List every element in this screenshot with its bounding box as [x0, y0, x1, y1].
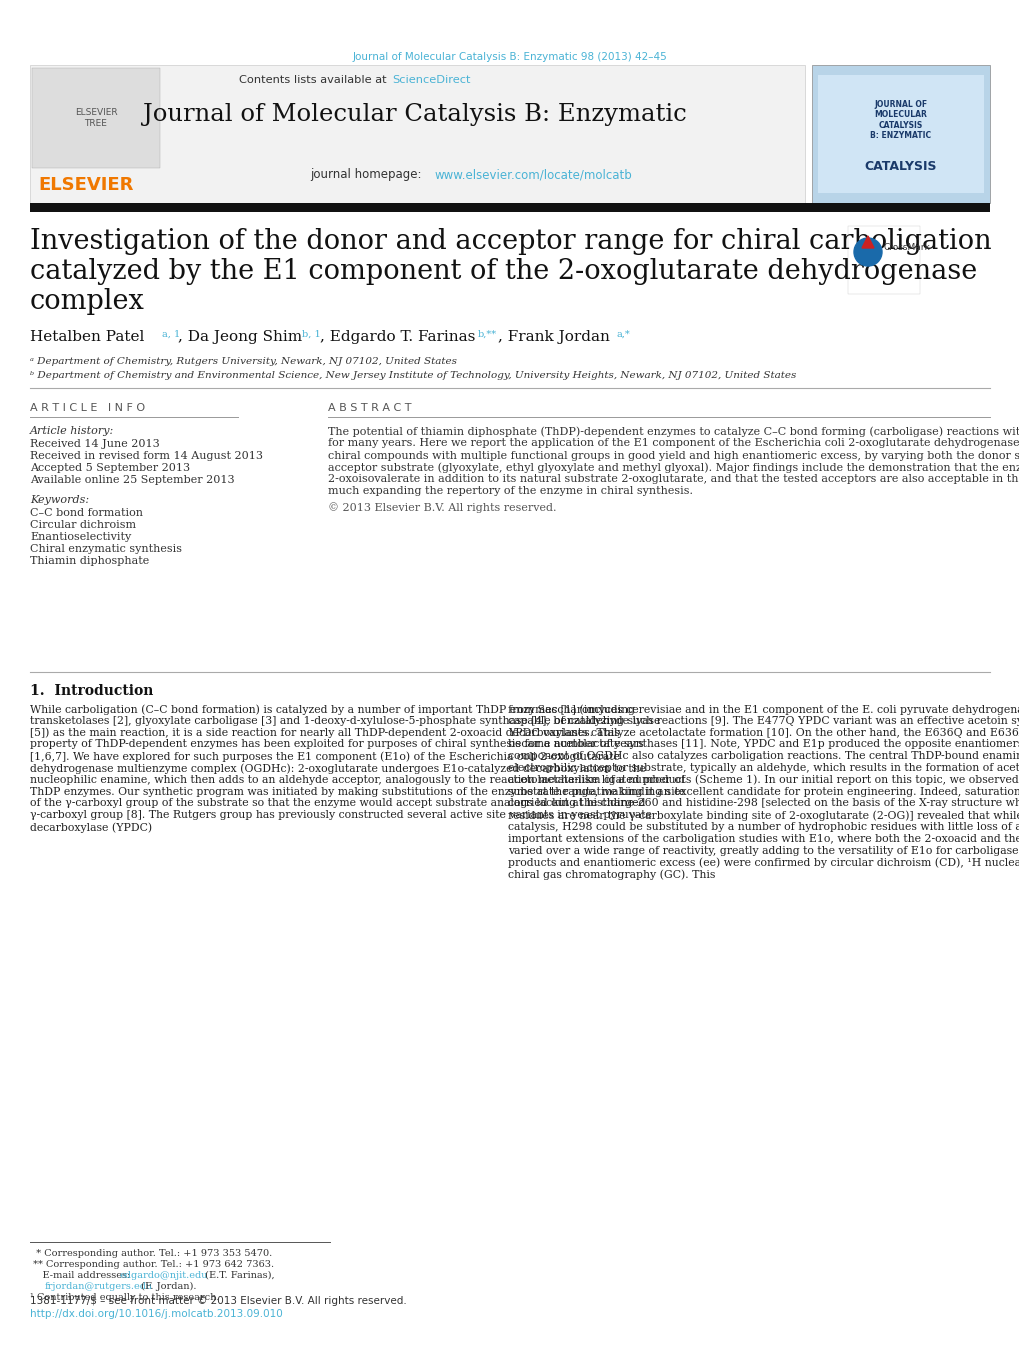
Text: Journal of Molecular Catalysis B: Enzymatic 98 (2013) 42–45: Journal of Molecular Catalysis B: Enzyma…	[353, 51, 666, 62]
Text: While carboligation (C–C bond formation) is catalyzed by a number of important T: While carboligation (C–C bond formation)…	[30, 704, 635, 715]
Text: frjordan@rutgers.edu: frjordan@rutgers.edu	[45, 1282, 153, 1292]
Text: , Edgardo T. Farinas: , Edgardo T. Farinas	[320, 330, 475, 345]
Text: b,**: b,**	[478, 330, 496, 339]
Text: Available online 25 September 2013: Available online 25 September 2013	[30, 476, 234, 485]
Text: , Frank Jordan: , Frank Jordan	[497, 330, 609, 345]
Text: γ-carboxyl group [8]. The Rutgers group has previously constructed several activ: γ-carboxyl group [8]. The Rutgers group …	[30, 811, 651, 820]
Text: chiral gas chromatography (GC). This: chiral gas chromatography (GC). This	[507, 869, 714, 880]
Text: varied over a wide range of reactivity, greatly adding to the versatility of E1o: varied over a wide range of reactivity, …	[507, 846, 1019, 857]
Text: dehydrogenase multienzyme complex (OGDHc): 2-oxoglutarate undergoes E1o-catalyze: dehydrogenase multienzyme complex (OGDHc…	[30, 763, 645, 774]
Text: CATALYSIS: CATALYSIS	[864, 159, 936, 173]
Text: catalysis, H298 could be substituted by a number of hydrophobic residues with li: catalysis, H298 could be substituted by …	[507, 821, 1019, 832]
Text: ThDP enzymes. Our synthetic program was initiated by making substitutions of the: ThDP enzymes. Our synthetic program was …	[30, 786, 685, 797]
Text: Circular dichroism: Circular dichroism	[30, 520, 136, 530]
Text: catalyzed by the E1 component of the 2-oxoglutarate dehydrogenase: catalyzed by the E1 component of the 2-o…	[30, 258, 976, 285]
Text: [1,6,7]. We have explored for such purposes the E1 component (E1o) of the Escher: [1,6,7]. We have explored for such purpo…	[30, 751, 620, 762]
Bar	[847, 226, 919, 295]
Polygon shape	[861, 236, 873, 249]
Text: Contents lists available at: Contents lists available at	[238, 76, 389, 85]
Text: Enantioselectivity: Enantioselectivity	[30, 532, 131, 542]
Bar	[817, 76, 983, 193]
Text: b, 1: b, 1	[302, 330, 320, 339]
Text: ᵃ Department of Chemistry, Rutgers University, Newark, NJ 07102, United States: ᵃ Department of Chemistry, Rutgers Unive…	[30, 357, 457, 366]
Text: Keywords:: Keywords:	[30, 494, 89, 505]
Text: journal homepage:: journal homepage:	[310, 168, 425, 181]
Text: Journal of Molecular Catalysis B: Enzymatic: Journal of Molecular Catalysis B: Enzyma…	[143, 103, 686, 126]
Text: for many years. Here we report the application of the E1 component of the Escher: for many years. Here we report the appli…	[328, 438, 1019, 449]
Text: [5]) as the main reaction, it is a side reaction for nearly all ThDP-dependent 2: [5]) as the main reaction, it is a side …	[30, 728, 620, 738]
Bar	[30, 203, 989, 212]
Text: YPDC variants catalyze acetolactate formation [10]. On the other hand, the E636Q: YPDC variants catalyze acetolactate form…	[507, 728, 1019, 738]
Text: ᵇ Department of Chemistry and Environmental Science, New Jersey Institute of Tec: ᵇ Department of Chemistry and Environmen…	[30, 372, 796, 380]
Text: edgardo@njit.edu: edgardo@njit.edu	[120, 1271, 208, 1279]
Text: ScienceDirect: ScienceDirect	[391, 76, 470, 85]
Text: * Corresponding author. Tel.: +1 973 353 5470.: * Corresponding author. Tel.: +1 973 353…	[30, 1250, 272, 1258]
Bar	[32, 68, 160, 168]
Text: ELSEVIER
TREE: ELSEVIER TREE	[74, 108, 117, 128]
Text: of the γ-carboxyl group of the substrate so that the enzyme would accept substra: of the γ-carboxyl group of the substrate…	[30, 798, 645, 808]
Text: ELSEVIER: ELSEVIER	[38, 176, 133, 195]
Text: (F. Jordan).: (F. Jordan).	[138, 1282, 197, 1292]
Text: C–C bond formation: C–C bond formation	[30, 508, 143, 517]
Text: JOURNAL OF
MOLECULAR
CATALYSIS
B: ENZYMATIC: JOURNAL OF MOLECULAR CATALYSIS B: ENZYMA…	[869, 100, 930, 141]
Text: (E.T. Farinas),: (E.T. Farinas),	[202, 1271, 274, 1279]
Text: a,*: a,*	[616, 330, 630, 339]
Text: transketolases [2], glyoxylate carboligase [3] and 1-deoxy-d-xylulose-5-phosphat: transketolases [2], glyoxylate carboliga…	[30, 716, 659, 725]
Text: Accepted 5 September 2013: Accepted 5 September 2013	[30, 463, 190, 473]
Text: www.elsevier.com/locate/molcatb: www.elsevier.com/locate/molcatb	[434, 168, 632, 181]
Text: substrate range, making it an excellent candidate for protein engineering. Indee: substrate range, making it an excellent …	[507, 786, 1019, 797]
Text: a, 1: a, 1	[162, 330, 180, 339]
Text: ¹ Contributed equally to this research.: ¹ Contributed equally to this research.	[30, 1293, 219, 1302]
Text: property of ThDP-dependent enzymes has been exploited for purposes of chiral syn: property of ThDP-dependent enzymes has b…	[30, 739, 643, 750]
Text: The potential of thiamin diphosphate (ThDP)-dependent enzymes to catalyze C–C bo: The potential of thiamin diphosphate (Th…	[328, 426, 1019, 436]
Text: capable of catalyzing such reactions [9]. The E477Q YPDC variant was an effectiv: capable of catalyzing such reactions [9]…	[507, 716, 1019, 725]
Text: Received in revised form 14 August 2013: Received in revised form 14 August 2013	[30, 451, 263, 461]
Text: Article history:: Article history:	[30, 426, 114, 436]
Text: Chiral enzymatic synthesis: Chiral enzymatic synthesis	[30, 544, 181, 554]
Text: 1.  Introduction: 1. Introduction	[30, 684, 153, 698]
Text: E-mail addresses:: E-mail addresses:	[30, 1271, 133, 1279]
Text: became acetolactate synthases [11]. Note, YPDC and E1p produced the opposite ena: became acetolactate synthases [11]. Note…	[507, 739, 1019, 750]
Text: carried out at histidine-260 and histidine-298 [selected on the basis of the X-r: carried out at histidine-260 and histidi…	[507, 798, 1019, 808]
Text: component of OGDHc also catalyzes carboligation reactions. The central ThDP-boun: component of OGDHc also catalyzes carbol…	[507, 751, 1019, 761]
Text: Thiamin diphosphate: Thiamin diphosphate	[30, 557, 149, 566]
Text: CrossMark: CrossMark	[883, 243, 930, 253]
Text: much expanding the repertory of the enzyme in chiral synthesis.: much expanding the repertory of the enzy…	[328, 486, 692, 496]
Text: 1381-1177/$ – see front matter © 2013 Elsevier B.V. All rights reserved.: 1381-1177/$ – see front matter © 2013 El…	[30, 1296, 407, 1306]
Text: , Da Jeong Shim: , Da Jeong Shim	[178, 330, 302, 345]
Text: nucleophilic enamine, which then adds to an aldehyde acceptor, analogously to th: nucleophilic enamine, which then adds to…	[30, 775, 685, 785]
Text: Investigation of the donor and acceptor range for chiral carboligation: Investigation of the donor and acceptor …	[30, 228, 990, 255]
Circle shape	[853, 238, 881, 266]
Text: A B S T R A C T: A B S T R A C T	[328, 403, 411, 413]
Text: decarboxylase (YPDC): decarboxylase (YPDC)	[30, 821, 152, 832]
Text: electrophilic acceptor substrate, typically an aldehyde, which results in the fo: electrophilic acceptor substrate, typica…	[507, 763, 1019, 773]
Text: 2-oxoisovalerate in addition to its natural substrate 2-oxoglutarate, and that t: 2-oxoisovalerate in addition to its natu…	[328, 474, 1019, 484]
Text: http://dx.doi.org/10.1016/j.molcatb.2013.09.010: http://dx.doi.org/10.1016/j.molcatb.2013…	[30, 1309, 282, 1319]
Text: ** Corresponding author. Tel.: +1 973 642 7363.: ** Corresponding author. Tel.: +1 973 64…	[30, 1260, 274, 1269]
Text: acceptor substrate (glyoxylate, ethyl glyoxylate and methyl glyoxal). Major find: acceptor substrate (glyoxylate, ethyl gl…	[328, 462, 1019, 473]
Text: important extensions of the carboligation studies with E1o, where both the 2-oxo: important extensions of the carboligatio…	[507, 834, 1019, 844]
Text: products and enantiomeric excess (ee) were confirmed by circular dichroism (CD),: products and enantiomeric excess (ee) we…	[507, 858, 1019, 867]
Bar	[811, 65, 989, 203]
Text: Hetalben Patel: Hetalben Patel	[30, 330, 145, 345]
Text: Received 14 June 2013: Received 14 June 2013	[30, 439, 160, 449]
Bar	[30, 65, 804, 203]
Text: A R T I C L E   I N F O: A R T I C L E I N F O	[30, 403, 145, 413]
Text: acetolactate-like ligated products (Scheme 1). In our initial report on this top: acetolactate-like ligated products (Sche…	[507, 775, 1019, 785]
Text: © 2013 Elsevier B.V. All rights reserved.: © 2013 Elsevier B.V. All rights reserved…	[328, 503, 556, 513]
Text: complex: complex	[30, 288, 145, 315]
Text: residues are near the γ-carboxylate binding site of 2-oxoglutarate (2-OG)] revea: residues are near the γ-carboxylate bind…	[507, 811, 1019, 821]
Text: from Saccharomyces cerevisiae and in the E1 component of the E. coli pyruvate de: from Saccharomyces cerevisiae and in the…	[507, 704, 1019, 715]
Text: chiral compounds with multiple functional groups in good yield and high enantiom: chiral compounds with multiple functiona…	[328, 450, 1019, 461]
